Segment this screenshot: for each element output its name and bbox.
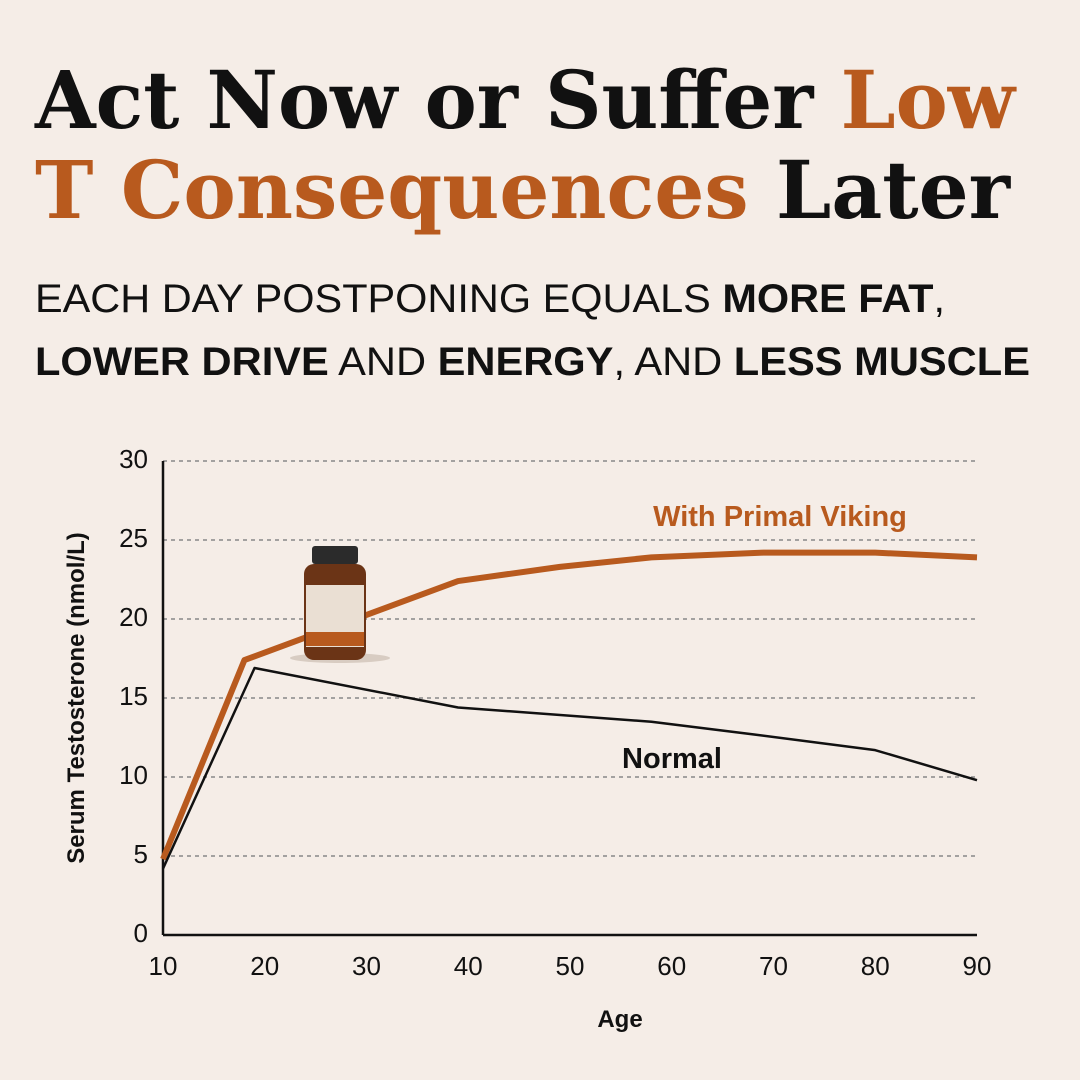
x-tick-label: 50 (556, 951, 585, 981)
x-tick-label: 20 (250, 951, 279, 981)
title-segment: Low (841, 53, 1017, 147)
subtitle-segment: LESS MUSCLE (734, 340, 1030, 384)
x-tick-label: 30 (352, 951, 381, 981)
title-line: T Consequences Later (35, 143, 1011, 237)
title-segment: Later (749, 143, 1011, 237)
x-tick-label: 60 (657, 951, 686, 981)
series-line (161, 666, 978, 870)
y-tick-label: 25 (119, 523, 148, 553)
y-tick-label: 15 (119, 681, 148, 711)
title-segment: Act Now or Suffer (34, 53, 841, 147)
y-tick-label: 20 (119, 602, 148, 632)
title-segment: T Consequences (35, 143, 749, 237)
x-axis-label: Age (597, 1006, 642, 1033)
subtitle-segment: MORE FAT (722, 277, 933, 321)
series-line (160, 549, 978, 861)
x-tick-label: 10 (149, 951, 178, 981)
x-tick-label: 40 (454, 951, 483, 981)
y-tick-label: 5 (134, 839, 148, 869)
title-line: Act Now or Suffer Low (34, 53, 1017, 147)
x-tick-label: 90 (963, 951, 992, 981)
series-label: With Primal Viking (653, 501, 907, 533)
subtitle-segment: EACH DAY POSTPONING EQUALS (35, 277, 722, 321)
subtitle-segment: LOWER DRIVE (35, 340, 329, 384)
y-axis-label: Serum Testosterone (nmol/L) (63, 532, 90, 864)
y-tick-label: 0 (134, 918, 148, 948)
y-tick-label: 30 (119, 444, 148, 474)
subtitle-segment: , (933, 277, 945, 321)
x-tick-label: 70 (759, 951, 788, 981)
subtitle-segment: , AND (613, 340, 733, 384)
subtitle-segment: AND (329, 340, 438, 384)
subtitle-line: EACH DAY POSTPONING EQUALS MORE FAT, (35, 277, 945, 321)
y-tick-label: 10 (119, 760, 148, 790)
product-bottle (290, 546, 390, 663)
x-tick-label: 80 (861, 951, 890, 981)
series-label: Normal (622, 743, 722, 775)
subtitle-line: LOWER DRIVE AND ENERGY, AND LESS MUSCLE (35, 340, 1030, 384)
subtitle-segment: ENERGY (438, 340, 614, 384)
